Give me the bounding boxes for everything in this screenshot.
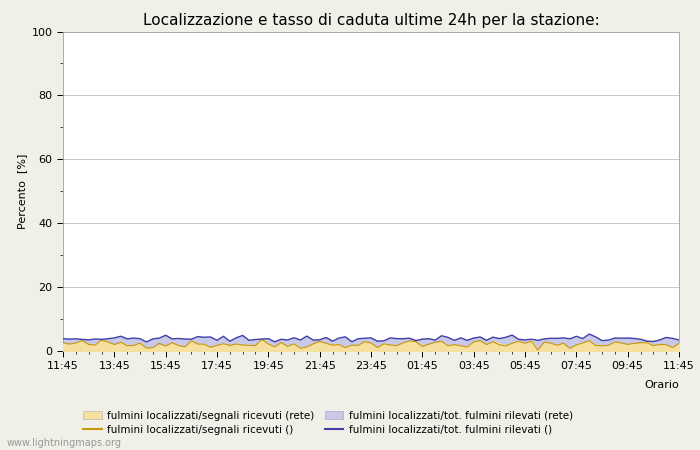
Y-axis label: Percento  [%]: Percento [%]	[18, 153, 27, 229]
Legend: fulmini localizzati/segnali ricevuti (rete), fulmini localizzati/segnali ricevut: fulmini localizzati/segnali ricevuti (re…	[83, 410, 573, 435]
Text: www.lightningmaps.org: www.lightningmaps.org	[7, 438, 122, 448]
Title: Localizzazione e tasso di caduta ultime 24h per la stazione:: Localizzazione e tasso di caduta ultime …	[143, 13, 599, 27]
Text: Orario: Orario	[644, 380, 679, 390]
